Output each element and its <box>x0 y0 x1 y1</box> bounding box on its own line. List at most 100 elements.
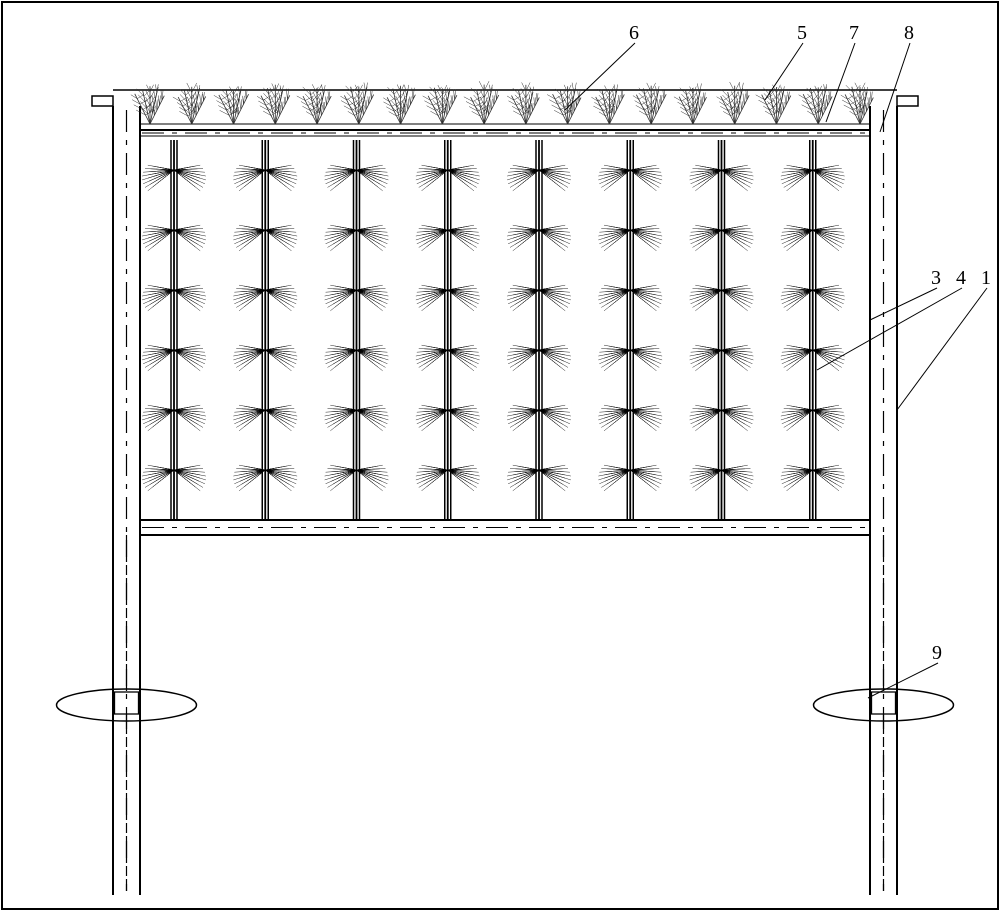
spray-icon <box>630 405 662 431</box>
plant-icon <box>464 81 499 124</box>
spray-icon <box>507 165 539 191</box>
spray-icon <box>265 465 297 491</box>
spray-icon <box>630 345 662 371</box>
callout-label-6: 6 <box>629 22 639 44</box>
callout-label-1: 1 <box>981 267 991 289</box>
vertical-members <box>171 140 816 520</box>
spray-icon <box>233 405 265 431</box>
spray-icon <box>630 465 662 491</box>
spray-icon <box>233 465 265 491</box>
spray-icon <box>142 225 174 251</box>
plant-icon <box>717 82 750 124</box>
spray-icon <box>722 465 754 491</box>
plant-icon <box>841 83 874 124</box>
spray-icon <box>690 165 722 191</box>
spray-icon <box>174 405 206 431</box>
spray-icon <box>813 285 845 311</box>
callout-label-5: 5 <box>797 22 807 44</box>
spray-icon <box>722 225 754 251</box>
spray-icon <box>325 345 357 371</box>
spray-icon <box>722 405 754 431</box>
spray-icon <box>325 165 357 191</box>
plant-icon <box>340 83 373 124</box>
engineering-diagram: 6 5 7 8 341 9 <box>0 0 1000 911</box>
spray-icon <box>690 345 722 371</box>
spray-icon <box>325 405 357 431</box>
spray-icon <box>781 345 813 371</box>
callout-label-9: 9 <box>932 642 942 664</box>
spray-icon <box>265 165 297 191</box>
spray-icon <box>598 165 630 191</box>
spray-icon <box>416 465 448 491</box>
spray-icon <box>233 225 265 251</box>
spray-icon <box>781 405 813 431</box>
spray-icon <box>325 225 357 251</box>
spray-icon <box>598 225 630 251</box>
spray-icon <box>325 285 357 311</box>
leader-line <box>897 288 987 410</box>
spray-icon <box>265 345 297 371</box>
spray-icon <box>690 405 722 431</box>
spray-icon <box>448 465 480 491</box>
plant-icon <box>547 83 581 124</box>
plant-icon <box>633 83 666 124</box>
spray-icon <box>174 285 206 311</box>
spray-icon <box>722 345 754 371</box>
spray-icon <box>813 345 845 371</box>
spray-icon <box>174 345 206 371</box>
spray-icon <box>142 465 174 491</box>
spray-icon <box>233 345 265 371</box>
plant-icon <box>173 83 206 124</box>
spray-icon <box>357 345 389 371</box>
spray-icon <box>416 345 448 371</box>
spray-icon <box>416 225 448 251</box>
spray-icon <box>722 165 754 191</box>
spray-icon <box>265 225 297 251</box>
callout-label-3: 3 <box>931 267 941 289</box>
spray-icon <box>507 405 539 431</box>
leader-line <box>880 43 910 132</box>
spray-icon <box>813 405 845 431</box>
callout-label-8: 8 <box>904 22 914 44</box>
spray-icon <box>598 285 630 311</box>
spray-icon <box>233 165 265 191</box>
callout-label-7: 7 <box>849 22 859 44</box>
spray-icon <box>507 225 539 251</box>
spray-icon <box>539 405 571 431</box>
spray-icon <box>357 285 389 311</box>
spray-icon <box>416 165 448 191</box>
leader-line <box>870 288 937 320</box>
spray-icon <box>448 225 480 251</box>
spray-icon <box>598 345 630 371</box>
plant-icon <box>214 86 249 124</box>
spray-icon <box>448 285 480 311</box>
spray-icon <box>142 405 174 431</box>
spray-icon <box>174 225 206 251</box>
spray-icon <box>598 405 630 431</box>
spray-icon <box>598 465 630 491</box>
figure-border <box>2 2 998 909</box>
spray-icon <box>265 285 297 311</box>
spray-icon <box>781 225 813 251</box>
callout-label-4: 4 <box>956 267 966 289</box>
spray-icon <box>630 285 662 311</box>
spray-icon <box>325 465 357 491</box>
spray-icon <box>357 165 389 191</box>
plant-icon <box>423 85 457 124</box>
leader-line <box>817 288 962 370</box>
spray-icon <box>539 285 571 311</box>
leader-line <box>826 43 855 122</box>
spray-icon <box>722 285 754 311</box>
spray-icon <box>174 165 206 191</box>
spray-icon <box>448 165 480 191</box>
spray-icon <box>630 165 662 191</box>
spray-icon <box>174 465 206 491</box>
spray-icon <box>507 345 539 371</box>
spray-icon <box>539 465 571 491</box>
spray-icon <box>690 285 722 311</box>
plant-icon <box>507 82 539 124</box>
spray-icon <box>233 285 265 311</box>
spray-icon <box>690 225 722 251</box>
spray-icon <box>539 225 571 251</box>
spray-icon <box>690 465 722 491</box>
